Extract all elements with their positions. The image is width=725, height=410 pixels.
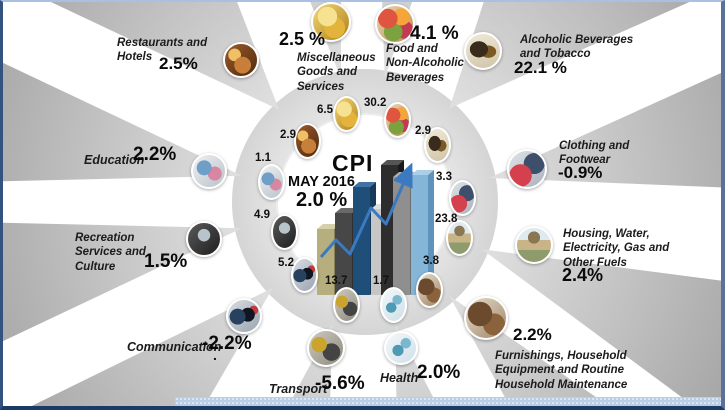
clothing-inner-icon [449, 180, 476, 216]
transport-inner-icon [333, 287, 360, 323]
chart-bar [428, 170, 434, 295]
food-icon [375, 4, 415, 44]
chart-bar [335, 213, 352, 295]
restaurants-icon [223, 42, 259, 78]
category-label-restaurants: Restaurants and Hotels [117, 37, 208, 64]
chart-bar [393, 177, 410, 295]
page-title: CPI [332, 150, 374, 176]
health-icon [384, 331, 418, 365]
category-weight-communication: 5.2 [278, 257, 294, 269]
overall-cpi-value: 2.0 % [296, 189, 348, 211]
category-rate-recreation: 1.5% [144, 251, 188, 272]
sector-ray [3, 222, 242, 342]
sector-ray [488, 73, 721, 188]
category-weight-miscellaneous: 6.5 [317, 104, 333, 116]
chart-bar [317, 224, 340, 229]
chart-bar [353, 182, 376, 187]
food-inner-icon [384, 102, 411, 138]
sector-ray [50, 2, 280, 110]
category-label-housing: Housing, Water, Electricity, Gas and Oth… [563, 228, 670, 269]
category-rate-education: 2.2% [133, 144, 177, 165]
education-inner-icon [258, 164, 285, 200]
category-label-communication: Communication [127, 340, 222, 354]
education-icon [191, 153, 227, 189]
category-weight-alcoholic: 2.9 [415, 125, 431, 137]
alcoholic-beverages-icon [464, 32, 502, 70]
center-bar-chart [317, 160, 434, 295]
housing-inner-icon [446, 220, 473, 256]
category-label-miscellaneous: Miscellaneous Goods and Services [297, 52, 376, 93]
stray-period-mark: . [213, 347, 217, 363]
sector-ray [481, 249, 721, 406]
category-label-food: Food and Non-Alcoholic Beverages [386, 43, 464, 84]
sector-ray [31, 287, 273, 406]
chart-bar [335, 208, 358, 213]
category-label-education: Education [84, 153, 145, 167]
category-weight-food: 30.2 [364, 97, 387, 109]
category-label-health: Health [380, 371, 419, 385]
category-weight-health: 1.7 [373, 275, 389, 287]
period-label: MAY 2016 [288, 174, 355, 190]
category-weight-restaurants: 2.9 [280, 129, 296, 141]
category-rate-communication: -2.2% [202, 333, 252, 354]
category-rate-restaurants: 2.5% [159, 54, 198, 73]
category-label-furnishings: Furnishings, Household Equipment and Rou… [495, 350, 628, 391]
miscellaneous-icon [311, 2, 351, 42]
furnishings-icon [464, 296, 508, 340]
trend-arrow-icon [319, 162, 413, 258]
miscellaneous-inner-icon [333, 96, 360, 132]
category-weight-recreation: 4.9 [254, 209, 270, 221]
category-weight-education: 1.1 [255, 152, 271, 164]
sector-ray [3, 62, 242, 182]
health-inner-icon [380, 287, 407, 323]
category-rate-miscellaneous: 2.5 % [279, 29, 326, 49]
category-rate-food: 4.1 % [410, 23, 459, 44]
sector-ray [449, 2, 690, 109]
category-rate-alcoholic: 22.1 % [514, 58, 567, 77]
transport-icon [307, 329, 345, 367]
chart-bar [353, 187, 370, 295]
recreation-icon [186, 221, 222, 257]
category-label-transport: Transport [269, 382, 328, 396]
bottom-decorative-strip [175, 397, 721, 406]
category-label-clothing: Clothing and Footwear [559, 140, 630, 167]
recreation-inner-icon [271, 214, 298, 250]
category-label-recreation: Recreation Services and Culture [75, 232, 146, 273]
chart-bar [411, 175, 428, 295]
category-label-alcoholic: Alcoholic Beverages and Tobacco [520, 34, 634, 61]
category-rate-clothing: -0.9% [558, 163, 603, 182]
communication-inner-icon [291, 257, 318, 293]
category-rate-transport: -5.6% [315, 373, 365, 394]
chart-bar [411, 170, 434, 175]
category-weight-housing: 23.8 [435, 213, 458, 225]
category-rate-housing: 2.4% [562, 265, 604, 285]
clothing-icon [507, 149, 547, 189]
restaurants-inner-icon [294, 123, 321, 159]
category-weight-clothing: 3.3 [436, 171, 452, 183]
category-rate-health: 2.0% [417, 362, 461, 383]
furnishings-inner-icon [416, 272, 443, 308]
category-weight-furnishings: 3.8 [423, 255, 439, 267]
category-weight-transport: 13.7 [325, 275, 348, 287]
communication-icon [226, 298, 262, 334]
alcoholic-beverages-inner-icon [424, 127, 451, 163]
housing-icon [515, 226, 553, 264]
category-rate-furnishings: 2.2% [513, 325, 552, 344]
